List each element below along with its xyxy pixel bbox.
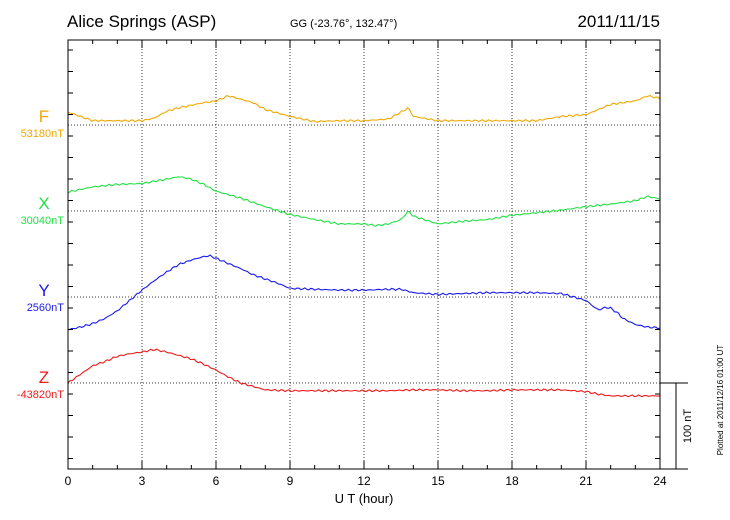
x-tick-label: 9 xyxy=(287,474,294,488)
series-baseline-z: -43820nT xyxy=(17,389,64,401)
x-tick-label: 24 xyxy=(653,474,667,488)
series-baseline-x: 30040nT xyxy=(21,215,65,227)
series-line-y xyxy=(67,254,661,331)
chart-date: 2011/11/15 xyxy=(577,12,660,31)
series-line-x xyxy=(67,176,661,227)
x-axis-label: U T (hour) xyxy=(335,491,394,506)
scale-bar: 100 nT xyxy=(660,382,694,470)
x-tick-label: 12 xyxy=(357,474,371,488)
series-line-f xyxy=(67,94,661,123)
x-tick-label: 21 xyxy=(579,474,593,488)
series-labels: F 53180nT X 30040nT Y 2560nT Z -43820nT xyxy=(17,107,64,401)
plot-frame xyxy=(67,39,661,470)
series-lines xyxy=(67,94,661,398)
series-baseline-y: 2560nT xyxy=(27,302,65,314)
series-name-y: Y xyxy=(38,281,49,300)
series-name-f: F xyxy=(39,107,49,126)
x-tick-label: 15 xyxy=(431,474,445,488)
plotted-footnote: Plotted at 2011/12/16 01:00 UT xyxy=(716,345,725,456)
scale-bar-label: 100 nT xyxy=(682,409,694,444)
x-tick-label: 3 xyxy=(139,474,146,488)
series-line-z xyxy=(67,348,661,398)
x-tick-label: 18 xyxy=(505,474,519,488)
grid xyxy=(68,40,660,469)
x-tick-label: 6 xyxy=(213,474,220,488)
chart-title: Alice Springs (ASP) xyxy=(67,12,216,31)
series-name-x: X xyxy=(38,194,49,213)
chart-subtitle: GG (-23.76°, 132.47°) xyxy=(290,18,397,30)
x-axis: 0 3 6 9 12 15 18 21 24 xyxy=(65,40,667,488)
x-tick-label: 0 xyxy=(65,474,72,488)
series-baseline-f: 53180nT xyxy=(21,128,65,140)
series-name-z: Z xyxy=(39,368,49,387)
